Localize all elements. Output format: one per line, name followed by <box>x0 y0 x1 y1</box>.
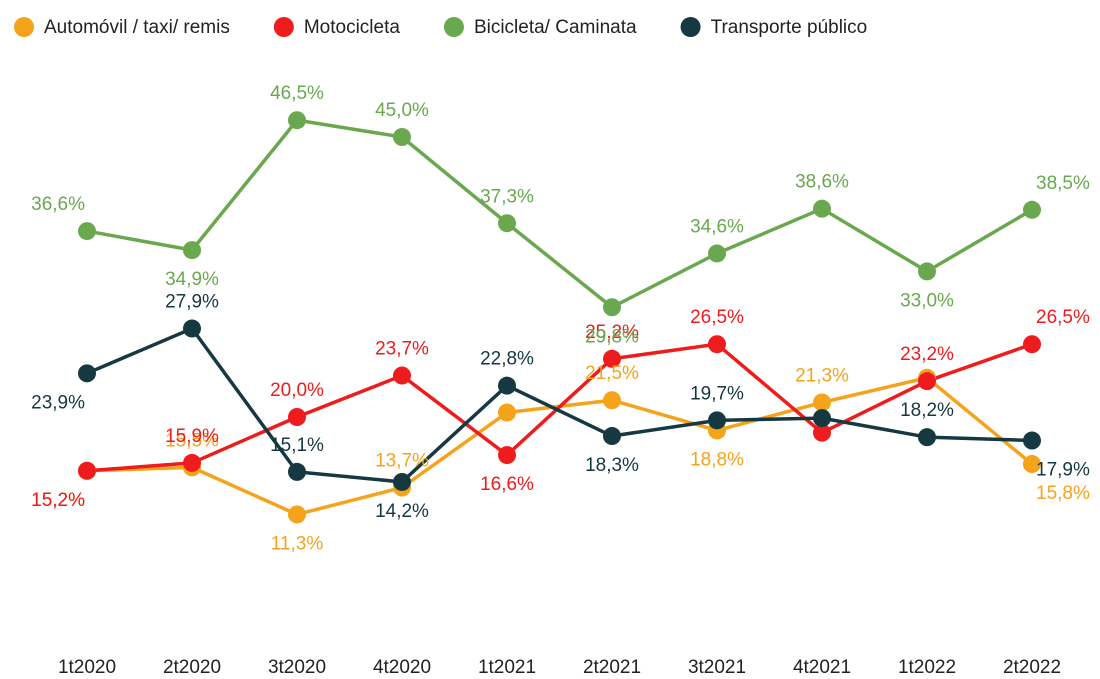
data-point <box>813 423 831 442</box>
data-label: 18,2% <box>900 400 954 421</box>
data-label: 34,9% <box>165 269 219 290</box>
data-point <box>603 391 621 410</box>
data-point <box>78 222 96 241</box>
data-point <box>498 403 516 422</box>
legend-marker <box>680 17 701 37</box>
data-point <box>393 366 411 385</box>
data-label: 27,9% <box>165 292 219 313</box>
x-tick-label: 1t2020 <box>58 657 116 678</box>
data-label: 15,2% <box>31 490 85 511</box>
data-label: 36,6% <box>31 194 85 215</box>
data-label: 38,6% <box>795 172 849 193</box>
data-point <box>603 427 621 446</box>
data-label: 17,9% <box>1036 460 1090 481</box>
series-line <box>86 326 1033 484</box>
data-point <box>183 319 201 338</box>
data-label: 20,0% <box>270 380 324 401</box>
data-point <box>708 335 726 354</box>
data-point <box>1023 431 1041 450</box>
data-label: 29,8% <box>585 326 639 347</box>
data-point <box>498 446 516 465</box>
legend-label: Bicicleta/ Caminata <box>474 17 637 38</box>
x-tick-label: 2t2020 <box>163 657 221 678</box>
data-label: 23,2% <box>900 344 954 365</box>
data-label: 45,0% <box>375 100 429 121</box>
data-label: 46,5% <box>270 83 324 104</box>
data-label: 18,8% <box>690 449 744 470</box>
x-tick-label: 1t2022 <box>898 657 956 678</box>
legend-label: Automóvil / taxi/ remis <box>44 17 230 38</box>
data-point <box>918 262 936 281</box>
data-label: 15,8% <box>1036 483 1090 504</box>
data-label: 37,3% <box>480 186 534 207</box>
data-label: 23,7% <box>375 339 429 360</box>
x-tick-label: 2t2022 <box>1003 657 1061 678</box>
data-point <box>498 376 516 395</box>
data-label: 22,8% <box>480 349 534 370</box>
data-label: 16,6% <box>480 474 534 495</box>
x-tick-label: 4t2020 <box>373 657 431 678</box>
series-line <box>86 118 1033 310</box>
data-point <box>708 411 726 430</box>
data-label: 15,5% <box>165 430 219 451</box>
data-label: 15,1% <box>270 435 324 456</box>
data-point <box>813 409 831 428</box>
data-label: 14,2% <box>375 501 429 522</box>
x-tick-label: 1t2021 <box>478 657 536 678</box>
data-point <box>813 393 831 412</box>
data-label: 21,3% <box>795 365 849 386</box>
data-point <box>603 298 621 317</box>
data-point <box>813 199 831 218</box>
data-point <box>498 214 516 233</box>
data-point <box>393 472 411 491</box>
data-label: 19,7% <box>690 383 744 404</box>
x-tick-label: 3t2021 <box>688 657 746 678</box>
data-point <box>183 453 201 472</box>
x-tick-label: 2t2021 <box>583 657 641 678</box>
data-point <box>288 408 306 426</box>
data-point <box>1023 335 1041 354</box>
data-point <box>78 461 96 480</box>
legend-label: Transporte público <box>711 17 868 38</box>
data-label: 26,5% <box>1036 307 1090 328</box>
data-point <box>183 241 201 260</box>
data-label: 34,6% <box>690 216 744 237</box>
data-point <box>603 349 621 368</box>
legend-marker <box>14 17 34 37</box>
data-point <box>393 128 411 146</box>
data-label: 23,9% <box>31 392 85 413</box>
legend-label: Motocicleta <box>304 17 401 38</box>
data-point <box>288 462 306 481</box>
data-point <box>1023 455 1041 474</box>
data-point <box>288 111 306 130</box>
legend-marker <box>443 17 464 37</box>
data-point <box>288 505 306 524</box>
data-label: 15,9% <box>165 426 219 447</box>
data-point <box>918 428 936 447</box>
data-point <box>708 244 726 263</box>
legend-marker <box>273 17 294 37</box>
data-label: 33,0% <box>900 290 954 311</box>
series-line <box>86 342 1033 473</box>
data-label: 15,2% <box>31 490 85 511</box>
data-label: 38,5% <box>1036 173 1090 194</box>
data-label: 11,3% <box>271 533 324 554</box>
data-label: 18,3% <box>585 455 639 476</box>
x-tick-label: 4t2021 <box>793 657 851 678</box>
data-label: 13,7% <box>375 451 429 472</box>
data-point <box>78 364 96 383</box>
data-label: 25,2% <box>585 322 639 343</box>
x-tick-label: 3t2020 <box>268 657 326 678</box>
data-label: 21,5% <box>585 363 639 384</box>
data-point <box>918 372 936 391</box>
data-point <box>1023 200 1041 219</box>
data-label: 26,5% <box>690 307 744 328</box>
